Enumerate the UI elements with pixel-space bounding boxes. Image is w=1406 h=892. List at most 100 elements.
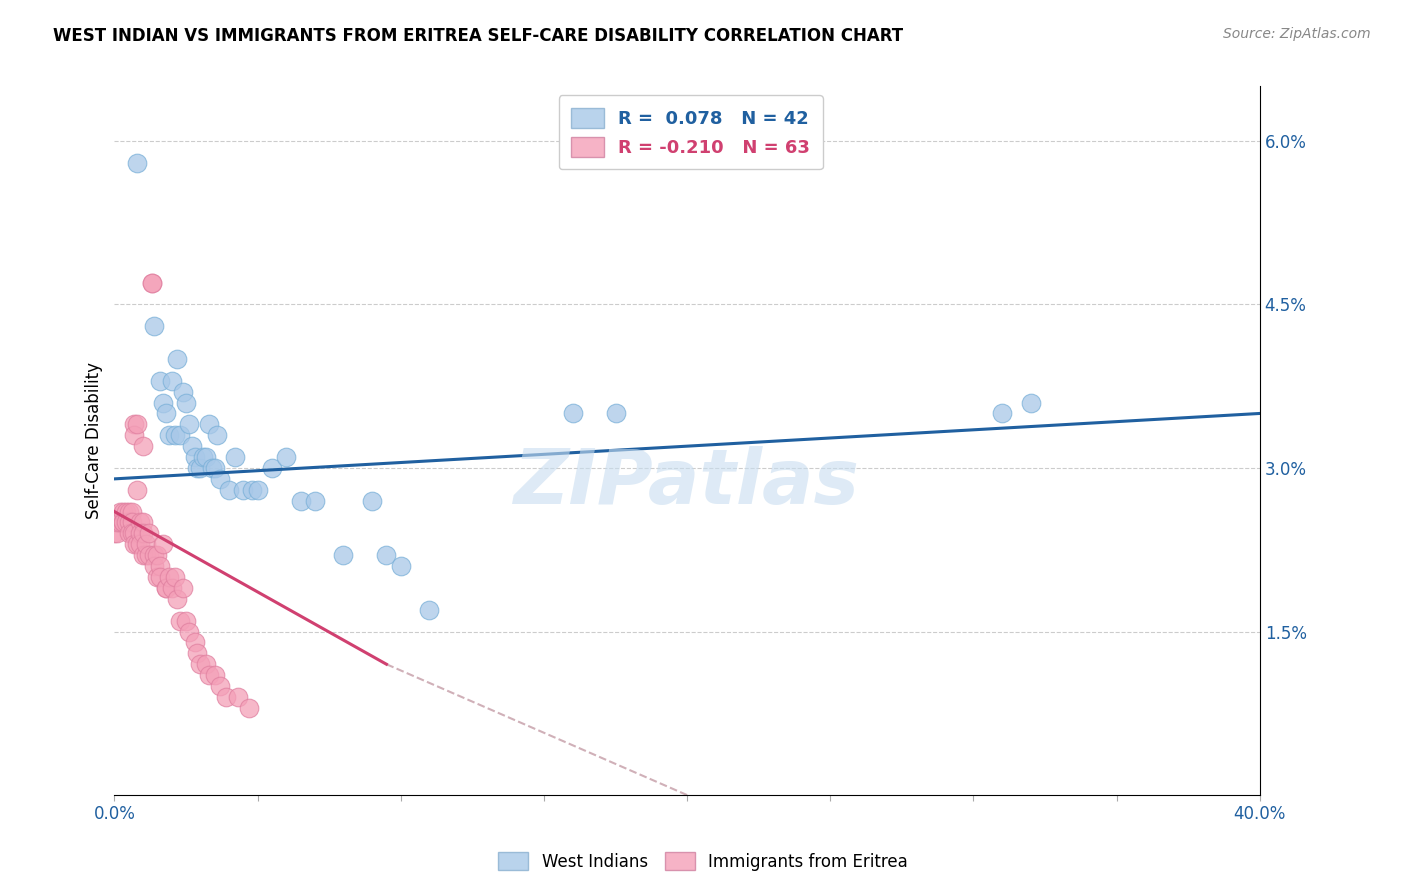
Point	[105, 526, 128, 541]
Point	[141, 276, 163, 290]
Point	[389, 559, 412, 574]
Point	[605, 407, 627, 421]
Point	[132, 526, 155, 541]
Point	[141, 276, 163, 290]
Point	[169, 428, 191, 442]
Point	[135, 537, 157, 551]
Point	[132, 439, 155, 453]
Point	[111, 516, 134, 530]
Point	[127, 155, 149, 169]
Point	[188, 657, 211, 672]
Point	[169, 614, 191, 628]
Point	[155, 581, 177, 595]
Point	[127, 483, 149, 497]
Point	[177, 417, 200, 432]
Point	[146, 570, 169, 584]
Point	[163, 570, 186, 584]
Point	[186, 461, 208, 475]
Point	[115, 505, 138, 519]
Point	[186, 646, 208, 660]
Point	[240, 483, 263, 497]
Point	[149, 559, 172, 574]
Point	[166, 591, 188, 606]
Point	[198, 417, 221, 432]
Point	[204, 461, 226, 475]
Point	[177, 624, 200, 639]
Point	[115, 516, 138, 530]
Point	[157, 570, 180, 584]
Point	[127, 417, 149, 432]
Point	[124, 428, 146, 442]
Point	[103, 526, 125, 541]
Point	[215, 690, 238, 704]
Point	[157, 428, 180, 442]
Point	[108, 505, 131, 519]
Point	[188, 461, 211, 475]
Point	[160, 581, 183, 595]
Point	[121, 526, 143, 541]
Point	[129, 537, 152, 551]
Point	[138, 548, 160, 562]
Point	[124, 526, 146, 541]
Point	[375, 548, 398, 562]
Point	[132, 516, 155, 530]
Point	[143, 548, 166, 562]
Point	[129, 526, 152, 541]
Point	[332, 548, 354, 562]
Point	[121, 516, 143, 530]
Legend: West Indians, Immigrants from Eritrea: West Indians, Immigrants from Eritrea	[491, 844, 915, 880]
Point	[105, 516, 128, 530]
Text: ZIPatlas: ZIPatlas	[515, 446, 860, 520]
Point	[246, 483, 269, 497]
Point	[108, 516, 131, 530]
Point	[418, 603, 440, 617]
Point	[152, 537, 174, 551]
Text: Source: ZipAtlas.com: Source: ZipAtlas.com	[1223, 27, 1371, 41]
Point	[290, 493, 312, 508]
Y-axis label: Self-Care Disability: Self-Care Disability	[86, 362, 103, 519]
Point	[129, 516, 152, 530]
Point	[204, 668, 226, 682]
Point	[118, 526, 141, 541]
Point	[224, 450, 246, 464]
Point	[195, 450, 218, 464]
Point	[238, 701, 260, 715]
Point	[132, 548, 155, 562]
Point	[121, 505, 143, 519]
Point	[561, 407, 583, 421]
Point	[174, 614, 197, 628]
Point	[991, 407, 1014, 421]
Text: WEST INDIAN VS IMMIGRANTS FROM ERITREA SELF-CARE DISABILITY CORRELATION CHART: WEST INDIAN VS IMMIGRANTS FROM ERITREA S…	[53, 27, 904, 45]
Point	[118, 516, 141, 530]
Point	[127, 537, 149, 551]
Point	[155, 407, 177, 421]
Point	[160, 374, 183, 388]
Point	[361, 493, 384, 508]
Point	[172, 581, 194, 595]
Point	[183, 450, 205, 464]
Point	[149, 374, 172, 388]
Point	[209, 472, 232, 486]
Point	[260, 461, 283, 475]
Point	[226, 690, 249, 704]
Point	[180, 439, 202, 453]
Point	[149, 570, 172, 584]
Point	[143, 319, 166, 334]
Point	[135, 548, 157, 562]
Point	[276, 450, 298, 464]
Point	[218, 483, 240, 497]
Point	[138, 526, 160, 541]
Point	[304, 493, 326, 508]
Point	[232, 483, 254, 497]
Point	[143, 559, 166, 574]
Point	[1019, 395, 1042, 409]
Point	[201, 461, 224, 475]
Point	[152, 395, 174, 409]
Point	[193, 450, 215, 464]
Point	[111, 505, 134, 519]
Point	[124, 537, 146, 551]
Point	[209, 679, 232, 693]
Point	[124, 417, 146, 432]
Point	[183, 635, 205, 649]
Point	[174, 395, 197, 409]
